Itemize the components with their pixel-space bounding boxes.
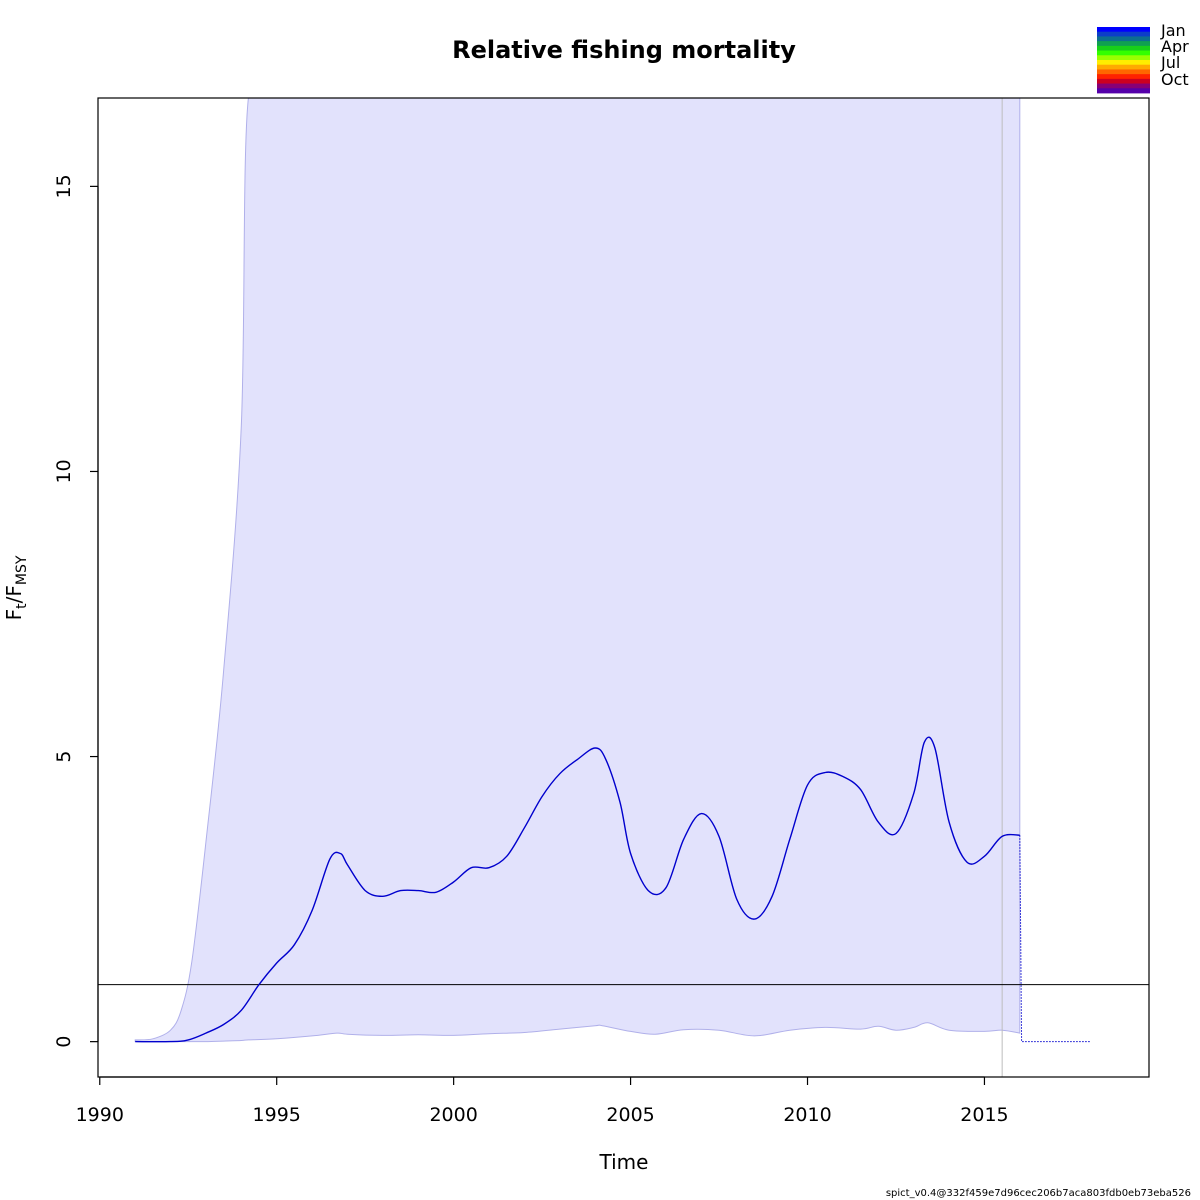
legend-color-swatch bbox=[1097, 50, 1150, 56]
version-footer: spict_v0.4@332f459e7d96cec206b7aca803fdb… bbox=[886, 1188, 1191, 1199]
x-tick-label: 2005 bbox=[606, 1104, 654, 1126]
legend-color-swatch bbox=[1097, 83, 1150, 89]
legend-color-swatch bbox=[1097, 64, 1150, 70]
y-tick-label: 15 bbox=[53, 174, 75, 198]
legend-color-swatch bbox=[1097, 88, 1150, 94]
series-forecast-line bbox=[1019, 835, 1091, 1043]
legend-color-swatch bbox=[1097, 55, 1150, 61]
legend-month-label: Apr bbox=[1161, 37, 1189, 56]
x-tick-label: 2015 bbox=[960, 1104, 1008, 1126]
legend-color-swatch bbox=[1097, 27, 1150, 33]
legend-color-swatch bbox=[1097, 41, 1150, 47]
series-estimate-line bbox=[135, 736, 1020, 1043]
x-axis-label: Time bbox=[599, 1150, 649, 1174]
y-tick-label: 5 bbox=[53, 751, 75, 763]
legend-color-swatch bbox=[1097, 36, 1150, 42]
legend-month-label: Jul bbox=[1160, 53, 1180, 72]
chart-title: Relative fishing mortality bbox=[452, 36, 796, 64]
y-tick-label: 10 bbox=[53, 459, 75, 483]
legend-color-swatch bbox=[1097, 69, 1150, 75]
legend-color-swatch bbox=[1097, 60, 1150, 66]
legend-color-swatch bbox=[1097, 78, 1150, 84]
legend-color-swatch bbox=[1097, 74, 1150, 80]
x-tick-label: 2000 bbox=[429, 1104, 477, 1126]
legend-month-label: Jan bbox=[1160, 21, 1186, 40]
x-tick-label: 1990 bbox=[76, 1104, 124, 1126]
y-axis-label: Ft/FMSY bbox=[2, 555, 30, 620]
confidence-interval-band bbox=[134, 98, 1021, 1043]
legend-month-label: Oct bbox=[1161, 70, 1189, 89]
x-tick-label: 2010 bbox=[783, 1104, 831, 1126]
legend-color-swatch bbox=[1097, 31, 1150, 37]
y-tick-label: 0 bbox=[53, 1036, 75, 1048]
x-axis: 1990 1995 2000 2005 2010 2015 bbox=[76, 1076, 1009, 1126]
y-axis: 0 5 10 15 bbox=[53, 174, 99, 1048]
legend-color-swatch bbox=[1097, 45, 1150, 51]
x-tick-label: 1995 bbox=[253, 1104, 301, 1126]
